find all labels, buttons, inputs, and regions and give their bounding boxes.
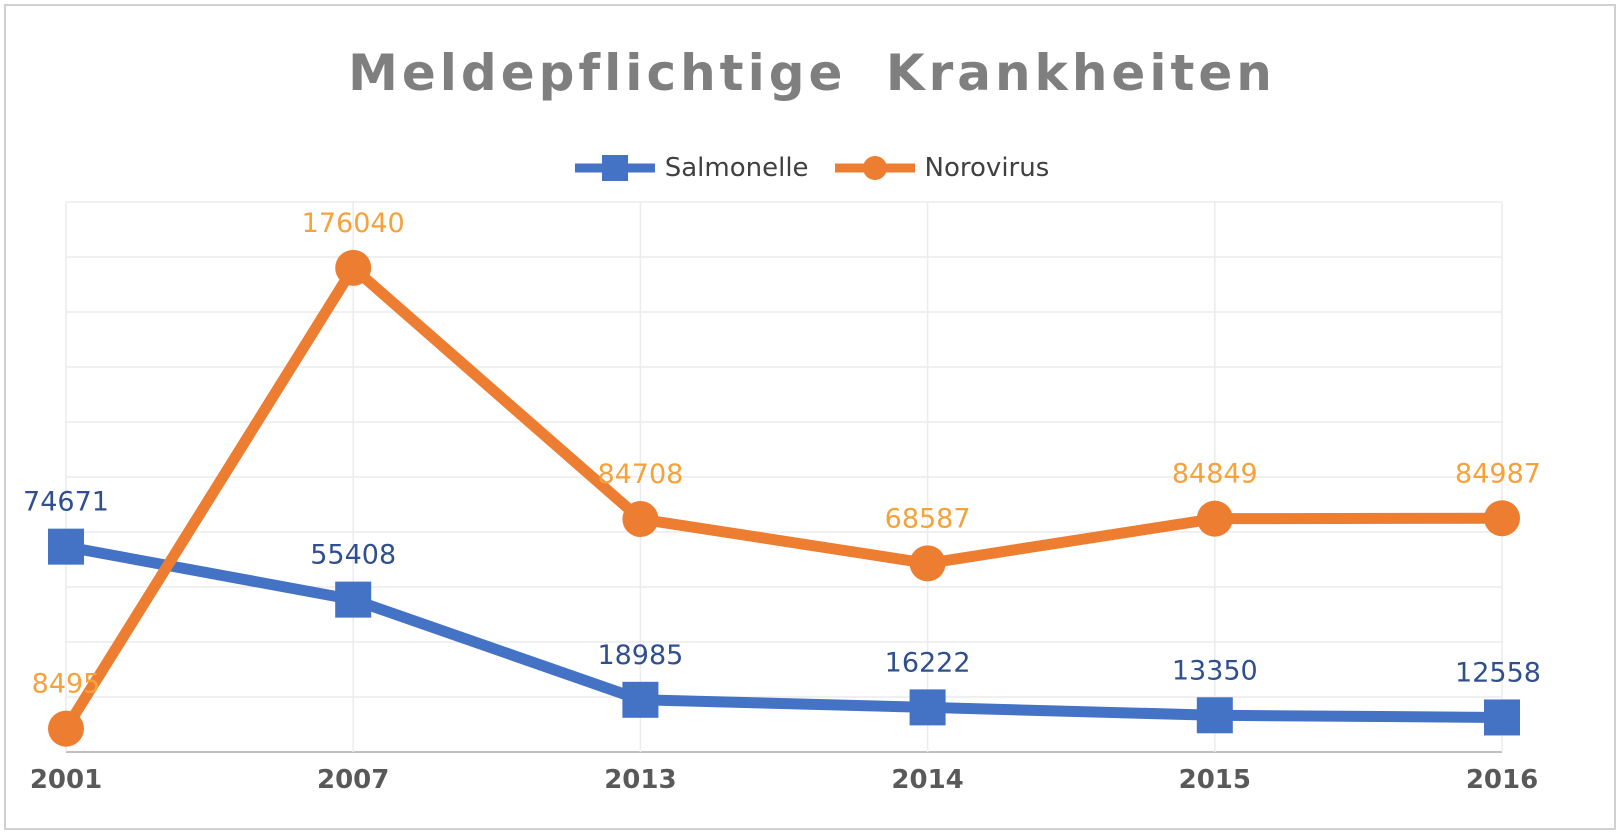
x-tick-label: 2015 bbox=[1179, 765, 1251, 795]
data-label: 84708 bbox=[597, 459, 683, 490]
data-point-circle bbox=[622, 501, 659, 538]
data-point-circle bbox=[1196, 500, 1233, 537]
data-point-square bbox=[1484, 699, 1520, 736]
data-point-circle bbox=[335, 249, 372, 286]
data-label: 18985 bbox=[597, 640, 683, 671]
legend-label-salmonelle: Salmonelle bbox=[664, 153, 809, 183]
legend-circle-marker-icon bbox=[834, 156, 915, 180]
legend-label-norovirus: Norovirus bbox=[924, 153, 1050, 183]
data-point-circle bbox=[909, 545, 946, 582]
x-tick-label: 2001 bbox=[30, 765, 102, 795]
data-label: 84849 bbox=[1172, 459, 1258, 490]
data-label: 13350 bbox=[1172, 655, 1258, 686]
data-label: 12558 bbox=[1455, 657, 1541, 688]
legend-item-salmonelle[interactable]: Salmonelle bbox=[574, 153, 809, 183]
data-label: 74671 bbox=[23, 487, 109, 518]
x-tick-label: 2014 bbox=[891, 765, 963, 795]
data-point-square bbox=[909, 689, 946, 726]
data-label: 55408 bbox=[310, 540, 396, 571]
legend-square-marker-icon bbox=[574, 155, 655, 181]
x-tick-label: 2013 bbox=[604, 765, 676, 795]
chart-frame: Meldepflichtige Krankheiten Salmonelle N… bbox=[4, 4, 1616, 830]
data-point-circle bbox=[48, 710, 84, 747]
x-tick-label: 2007 bbox=[317, 765, 389, 795]
data-label: 176040 bbox=[302, 208, 405, 239]
data-label: 8495 bbox=[32, 669, 101, 700]
data-point-square bbox=[335, 581, 372, 618]
data-point-square bbox=[622, 681, 659, 718]
legend-item-norovirus[interactable]: Norovirus bbox=[834, 153, 1050, 183]
data-point-circle bbox=[1484, 500, 1520, 537]
data-point-square bbox=[48, 528, 84, 565]
data-label: 16222 bbox=[885, 647, 971, 678]
data-label: 68587 bbox=[885, 503, 971, 534]
x-tick-label: 2016 bbox=[1466, 765, 1538, 795]
plot-area: 2001 2007 2013 2014 2015 2016 74671 55408 18985 1… bbox=[23, 201, 1541, 795]
data-point-square bbox=[1196, 697, 1233, 734]
data-label: 84987 bbox=[1455, 458, 1541, 489]
series-line-norovirus bbox=[60, 262, 1508, 735]
chart-title: Meldepflichtige Krankheiten bbox=[348, 44, 1276, 102]
legend: Salmonelle Norovirus bbox=[6, 151, 1618, 185]
series-line-salmonelle bbox=[60, 541, 1508, 723]
